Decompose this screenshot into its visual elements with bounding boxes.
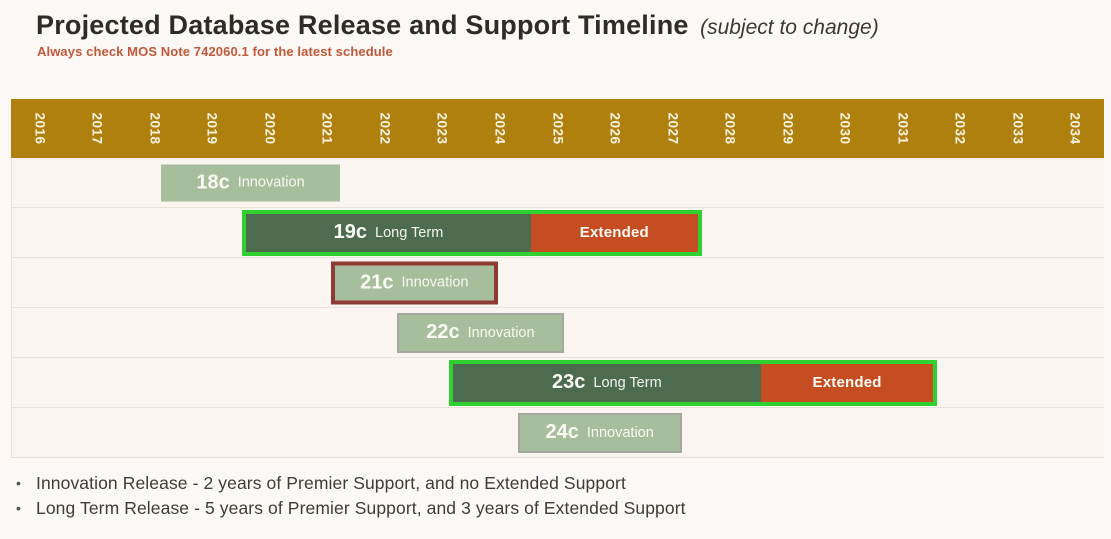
legend-note-item: Innovation Release - 2 years of Premier … <box>14 471 686 496</box>
year-label-text: 2025 <box>550 112 566 145</box>
legend-note-item: Long Term Release - 5 years of Premier S… <box>14 496 686 521</box>
premier-segment: 23c Long Term <box>452 363 761 402</box>
year-label-2033: 2033 <box>989 99 1047 158</box>
timeline-row-18c: 18c Innovation <box>12 158 1104 208</box>
year-label-2029: 2029 <box>759 99 817 158</box>
year-label-text: 2023 <box>434 112 450 145</box>
release-bar-23c: 23c Long Term Extended <box>448 359 938 406</box>
year-label-2020: 2020 <box>241 99 299 158</box>
legend-notes: Innovation Release - 2 years of Premier … <box>14 471 686 521</box>
year-label-text: 2021 <box>319 112 335 145</box>
timeline-row-23c: 23c Long Term Extended <box>12 358 1104 408</box>
extended-label: Extended <box>812 374 882 391</box>
release-category: Innovation <box>586 424 654 441</box>
timeline-row-22c: 22c Innovation <box>12 308 1104 358</box>
timeline-row-21c: 21c Innovation <box>12 258 1104 308</box>
year-label-text: 2027 <box>665 112 681 145</box>
year-label-2017: 2017 <box>69 99 127 158</box>
year-label-text: 2022 <box>377 112 393 145</box>
timeline-row-19c: 19c Long Term Extended <box>12 208 1104 258</box>
year-label-2031: 2031 <box>874 99 932 158</box>
year-label-2032: 2032 <box>932 99 990 158</box>
year-label-text: 2026 <box>607 112 623 145</box>
release-bar-18c: 18c Innovation <box>161 164 340 201</box>
page-title-note: (subject to change) <box>700 16 879 39</box>
year-label-2034: 2034 <box>1047 99 1105 158</box>
year-label-2025: 2025 <box>529 99 587 158</box>
year-label-2024: 2024 <box>471 99 529 158</box>
release-bar-22c: 22c Innovation <box>397 312 564 353</box>
year-label-2016: 2016 <box>11 99 69 158</box>
premier-segment: 21c Innovation <box>334 265 494 300</box>
year-label-text: 2016 <box>32 112 48 145</box>
year-label-2021: 2021 <box>299 99 357 158</box>
subtitle-note: Always check MOS Note 742060.1 for the l… <box>37 44 393 59</box>
release-category: Long Term <box>375 224 444 241</box>
year-label-text: 2034 <box>1067 112 1083 145</box>
release-bar-21c: 21c Innovation <box>330 261 498 304</box>
year-label-2027: 2027 <box>644 99 702 158</box>
release-bar-24c: 24c Innovation <box>517 412 682 453</box>
year-label-2019: 2019 <box>184 99 242 158</box>
extended-segment: Extended <box>760 363 934 402</box>
year-label-2030: 2030 <box>816 99 874 158</box>
premier-segment: 18c Innovation <box>161 164 340 201</box>
year-label-2018: 2018 <box>126 99 184 158</box>
release-category: Innovation <box>467 324 535 341</box>
release-version: 23c <box>552 371 586 393</box>
page-title-text: Projected Database Release and Support T… <box>36 10 689 40</box>
release-version: 24c <box>545 421 579 443</box>
year-label-text: 2024 <box>492 112 508 145</box>
premier-segment: 24c Innovation <box>519 414 680 451</box>
release-category: Innovation <box>237 174 305 191</box>
release-version: 18c <box>196 171 230 193</box>
premier-segment: 22c Innovation <box>399 314 562 351</box>
year-label-text: 2029 <box>780 112 796 145</box>
year-label-text: 2019 <box>204 112 220 145</box>
year-label-text: 2020 <box>262 112 278 145</box>
year-label-2028: 2028 <box>701 99 759 158</box>
year-label-2023: 2023 <box>414 99 472 158</box>
timeline-row-24c: 24c Innovation <box>12 408 1104 458</box>
release-bar-19c: 19c Long Term Extended <box>241 209 702 256</box>
year-label-2026: 2026 <box>586 99 644 158</box>
release-version: 19c <box>333 221 368 243</box>
timeline-rows: 18c Innovation 19c Long Term Extended 21c Inno… <box>11 158 1104 458</box>
year-label-text: 2032 <box>952 112 968 145</box>
year-label-text: 2030 <box>837 112 853 145</box>
release-category: Innovation <box>401 274 469 291</box>
year-label-text: 2018 <box>147 112 163 145</box>
year-label-text: 2033 <box>1010 112 1026 145</box>
page-title: Projected Database Release and Support T… <box>36 10 879 41</box>
year-label-text: 2017 <box>89 112 105 145</box>
year-label-text: 2031 <box>895 112 911 145</box>
year-label-text: 2028 <box>722 112 738 145</box>
timeline-chart: 2016 2017 2018 2019 2020 2021 2022 2023 2024 2025… <box>11 99 1104 458</box>
extended-segment: Extended <box>531 213 698 252</box>
premier-segment: 19c Long Term <box>245 213 532 252</box>
release-version: 22c <box>426 321 460 343</box>
release-version: 21c <box>360 271 394 293</box>
year-axis: 2016 2017 2018 2019 2020 2021 2022 2023 2024 2025… <box>11 99 1104 158</box>
release-category: Long Term <box>593 374 662 391</box>
year-label-2022: 2022 <box>356 99 414 158</box>
extended-label: Extended <box>579 224 649 241</box>
